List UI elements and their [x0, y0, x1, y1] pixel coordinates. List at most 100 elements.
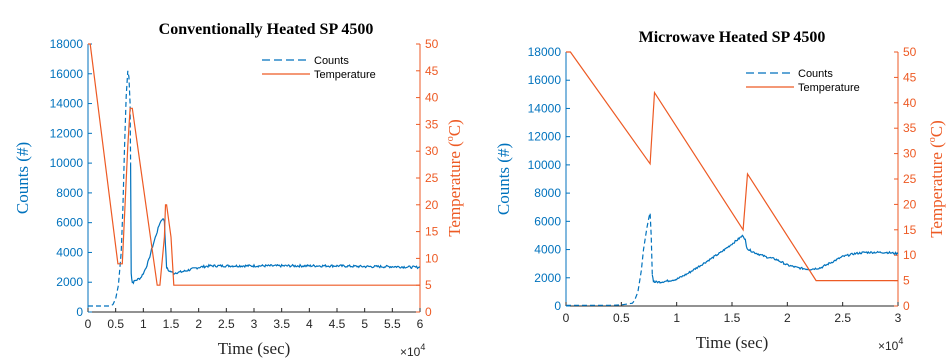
x-tick-label: 3	[895, 311, 902, 325]
right-y-tick-label: 15	[903, 223, 917, 237]
right-y-tick-label: 25	[903, 172, 917, 186]
right-y-label-main: Temperature (	[927, 142, 946, 238]
x-multiplier-exponent: 4	[898, 336, 903, 346]
x-tick-label: 2.5	[218, 317, 235, 331]
x-tick-label: 1.5	[724, 311, 741, 325]
right-y-tick-label: 40	[903, 96, 917, 110]
left-y-tick-label: 10000	[50, 156, 84, 170]
left-y-axis-label: Counts (#)	[13, 142, 32, 214]
left-y-axis-label: Counts (#)	[494, 143, 513, 215]
counts-line-solid	[651, 234, 898, 284]
right-y-tick-label: 5	[425, 278, 432, 292]
left-y-tick-label: 6000	[56, 216, 83, 230]
chart-title: Conventionally Heated SP 4500	[159, 21, 374, 38]
right-y-label-degree: o	[927, 137, 938, 142]
x-tick-label: 0	[85, 317, 92, 331]
left-y-tick-label: 14000	[528, 101, 562, 115]
series-temperature	[566, 51, 898, 282]
right-y-tick-label: 35	[425, 117, 439, 131]
x-tick-label: 0.5	[107, 317, 124, 331]
counts-line-solid	[130, 163, 420, 285]
legend-label-counts: Counts	[314, 55, 349, 67]
right-y-tick-label: 25	[425, 171, 439, 185]
x-tick-label: 4.5	[329, 317, 346, 331]
x-tick-label: 2	[784, 311, 791, 325]
series-counts	[88, 70, 420, 307]
x-axis-multiplier: ×104	[400, 342, 425, 359]
legend-label-counts: Counts	[798, 68, 833, 80]
right-y-tick-label: 20	[425, 198, 439, 212]
right-y-label-unit: C)	[445, 119, 464, 136]
left-y-tick-label: 4000	[534, 243, 561, 257]
x-tick-label: 1	[140, 317, 147, 331]
right-y-tick-label: 50	[903, 45, 917, 59]
x-tick-label: 0	[563, 311, 570, 325]
right-y-tick-label: 10	[425, 251, 439, 265]
x-tick-label: 3.5	[273, 317, 290, 331]
right-y-tick-label: 20	[903, 197, 917, 211]
temperature-line	[88, 43, 420, 286]
x-axis-multiplier: ×104	[878, 336, 903, 353]
right-y-tick-label: 15	[425, 225, 439, 239]
left-y-tick-label: 12000	[528, 130, 562, 144]
x-tick-label: 4	[306, 317, 313, 331]
x-tick-label: 2.5	[834, 311, 851, 325]
legend: Counts Temperature	[262, 55, 376, 81]
left-y-tick-label: 18000	[528, 45, 562, 59]
left-y-tick-label: 18000	[50, 37, 84, 51]
x-tick-label: 1	[673, 311, 680, 325]
legend: Counts Temperature	[746, 68, 860, 94]
series-counts	[566, 212, 898, 306]
counts-line-dashed	[88, 70, 132, 307]
legend-label-temperature: Temperature	[798, 82, 860, 94]
counts-line-dashed	[566, 212, 653, 306]
right-y-tick-label: 45	[903, 70, 917, 84]
left-y-tick-label: 12000	[50, 126, 84, 140]
left-y-tick-label: 8000	[534, 186, 561, 200]
right-y-tick-label: 0	[903, 299, 910, 313]
left-y-tick-label: 8000	[56, 186, 83, 200]
chart-title: Microwave Heated SP 4500	[639, 29, 826, 46]
x-multiplier-base: ×10	[878, 339, 899, 353]
x-multiplier-exponent: 4	[420, 342, 425, 352]
right-y-label-main: Temperature (	[445, 141, 464, 237]
left-y-tick-label: 16000	[50, 67, 84, 81]
left-y-tick-label: 4000	[56, 245, 83, 259]
x-axis-label: Time (sec)	[218, 339, 291, 358]
right-y-axis-label: Temperature (oC)	[927, 120, 946, 238]
left-y-tick-label: 2000	[56, 275, 83, 289]
right-y-tick-label: 0	[425, 305, 432, 319]
x-tick-label: 6	[417, 317, 424, 331]
right-y-tick-label: 45	[425, 64, 439, 78]
left-y-tick-label: 0	[554, 299, 561, 313]
left-y-tick-label: 10000	[528, 158, 562, 172]
x-tick-label: 0.5	[613, 311, 630, 325]
right-y-tick-label: 10	[903, 248, 917, 262]
left-y-tick-label: 2000	[534, 271, 561, 285]
chart-panel-1: Conventionally Heated SP 4500 0 0.5 1 1.5 2 2.…	[13, 21, 464, 359]
left-y-tick-label: 16000	[528, 73, 562, 87]
right-y-tick-label: 5	[903, 274, 910, 288]
right-y-label-unit: C)	[927, 120, 946, 137]
series-temperature	[88, 43, 420, 286]
right-y-axis-label: Temperature (oC)	[445, 119, 464, 237]
right-y-label-degree: o	[445, 136, 456, 141]
temperature-line	[566, 51, 898, 282]
right-y-tick-label: 30	[425, 144, 439, 158]
x-tick-label: 1.5	[163, 317, 180, 331]
left-y-tick-label: 6000	[534, 214, 561, 228]
x-tick-label: 3	[251, 317, 258, 331]
x-multiplier-base: ×10	[400, 345, 421, 359]
right-y-tick-label: 40	[425, 91, 439, 105]
legend-label-temperature: Temperature	[314, 69, 376, 81]
x-tick-label: 5.5	[384, 317, 401, 331]
left-y-tick-label: 0	[76, 305, 83, 319]
right-y-tick-label: 35	[903, 121, 917, 135]
right-y-tick-label: 30	[903, 147, 917, 161]
right-y-tick-label: 50	[425, 37, 439, 51]
x-tick-label: 2	[195, 317, 202, 331]
x-tick-label: 5	[361, 317, 368, 331]
